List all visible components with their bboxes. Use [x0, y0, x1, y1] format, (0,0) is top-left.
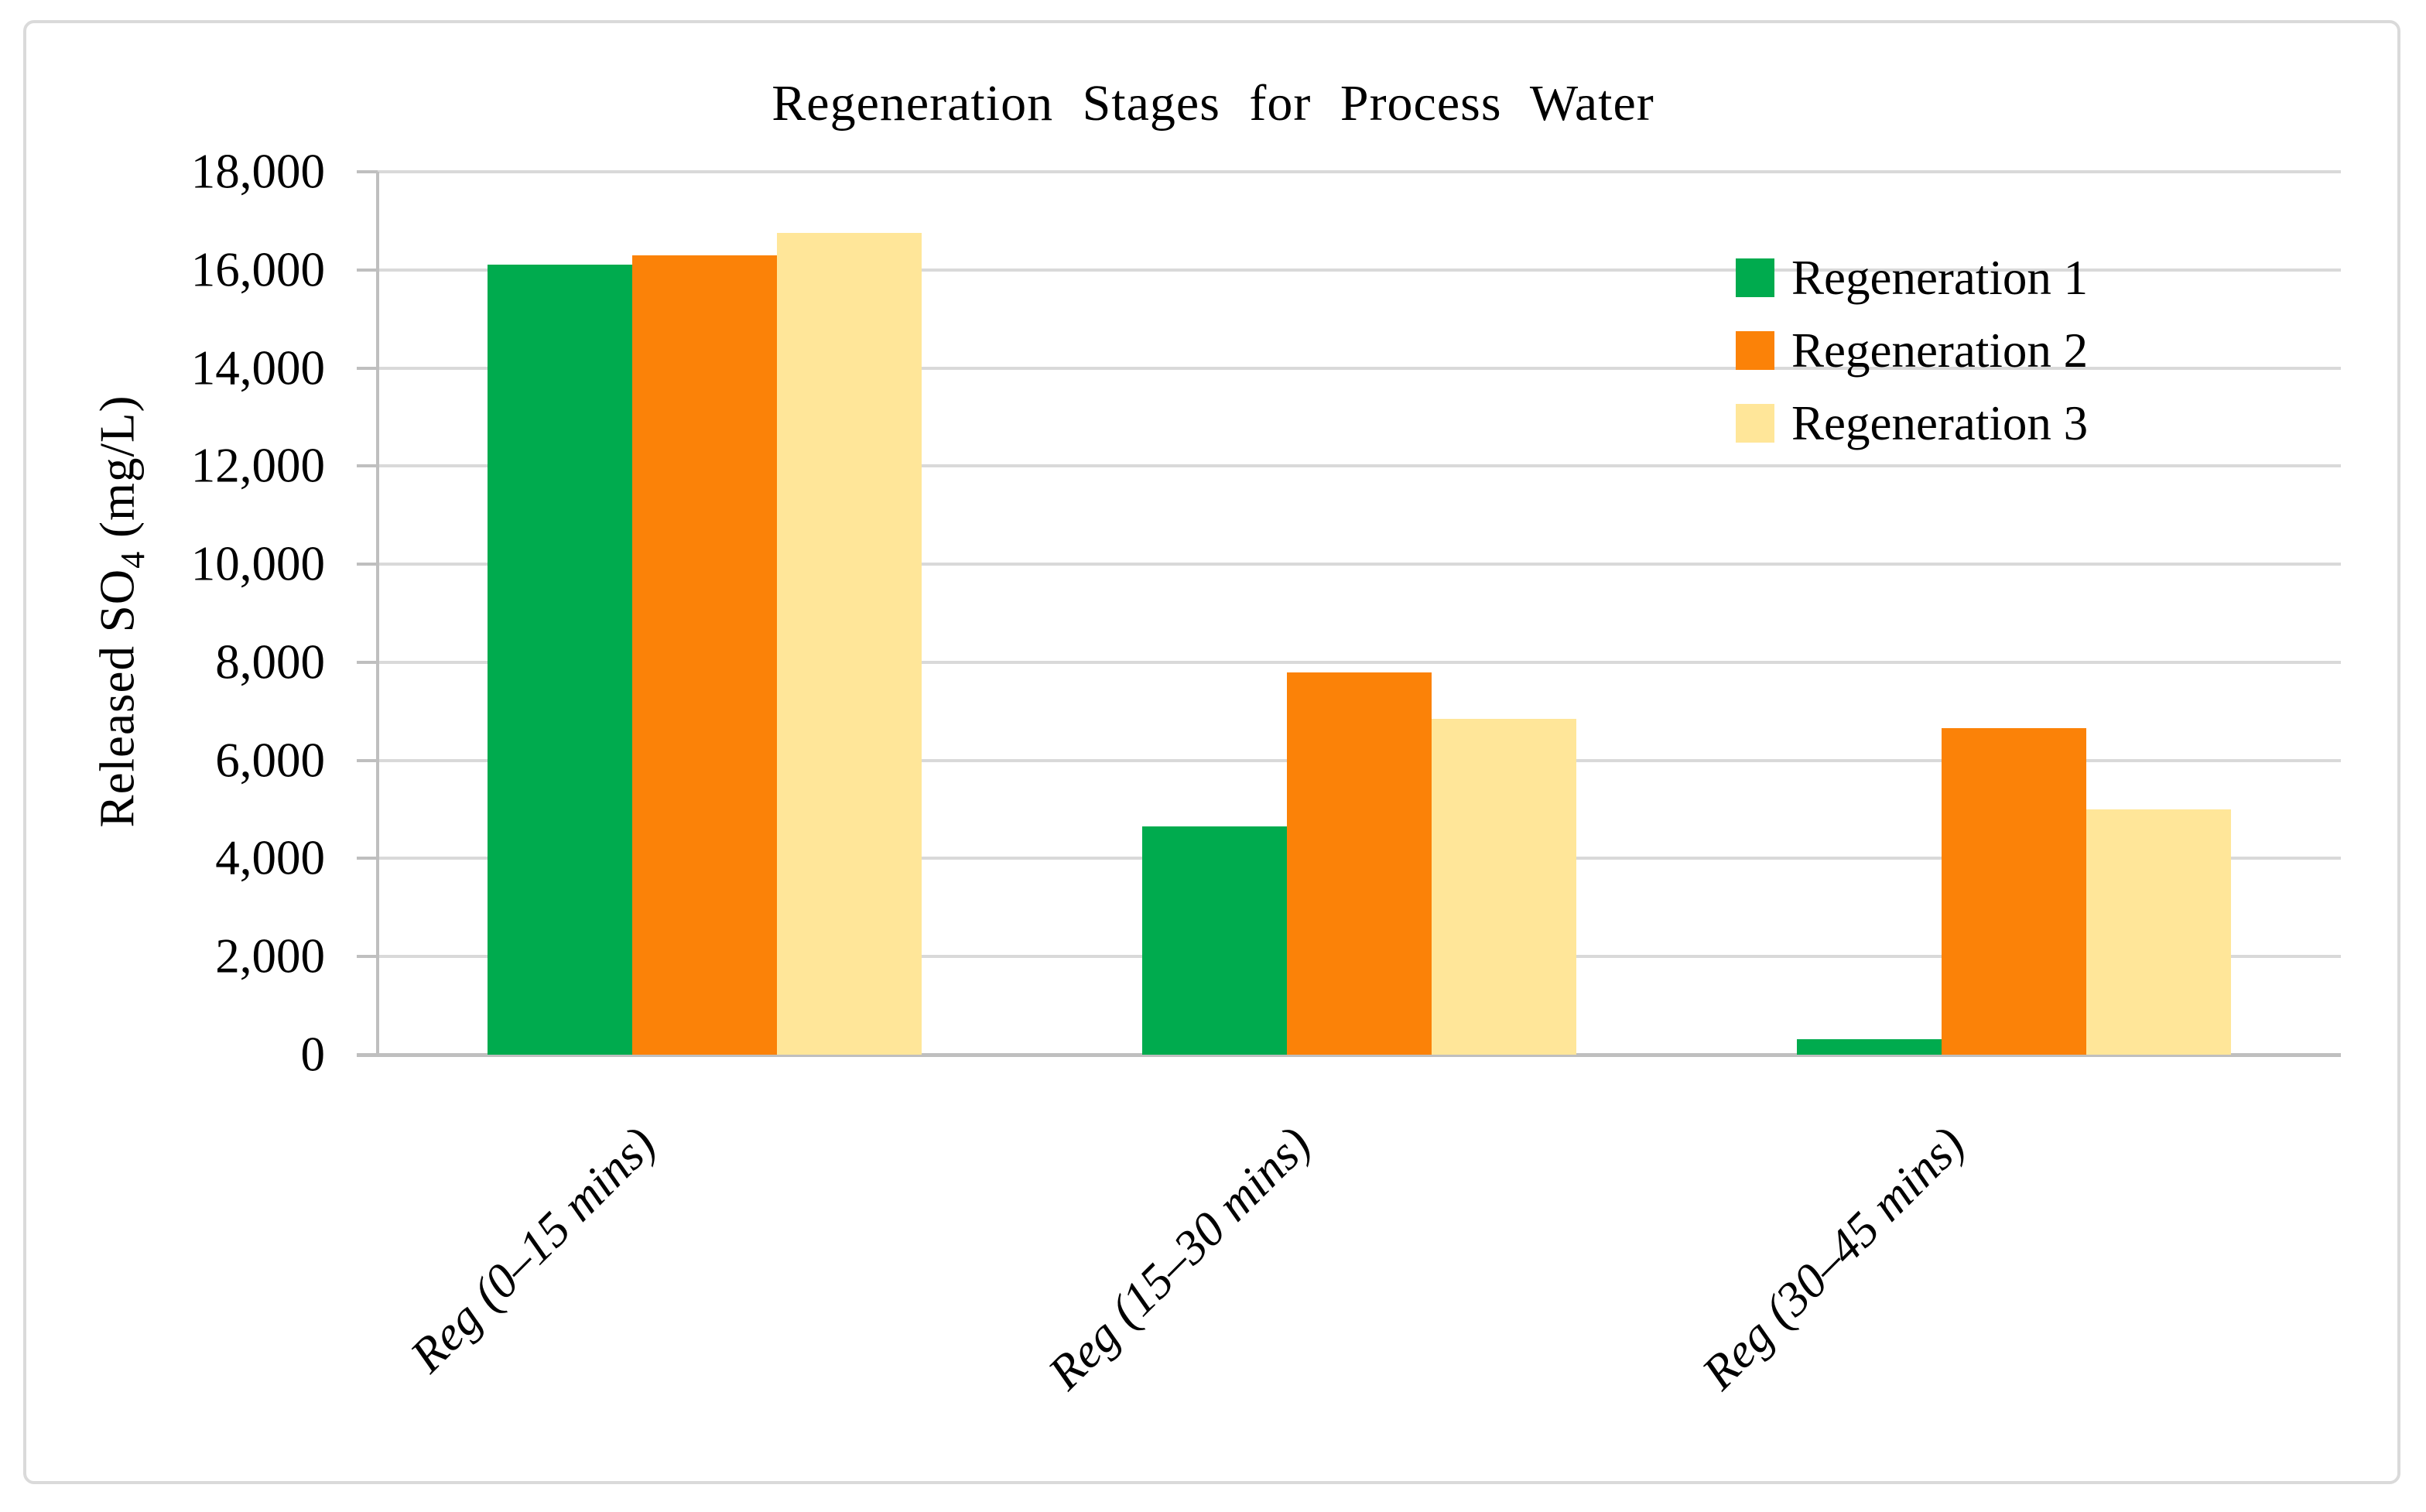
- y-tick-label-10,000: 10,000: [190, 536, 325, 591]
- legend-item-regeneration-1: Regeneration 1: [1736, 251, 2088, 305]
- gridline-18,000: [378, 170, 2341, 173]
- x-axis-line: [357, 1053, 2341, 1057]
- y-tick-label-12,000: 12,000: [190, 438, 325, 493]
- y-tick-label-16,000: 16,000: [190, 242, 325, 297]
- bar-regeneration-2-reg-30-45-mins: [1941, 728, 2086, 1055]
- bar-regeneration-2-reg-15-30-mins: [1287, 672, 1432, 1055]
- bar-regeneration-1-reg-30-45-mins: [1796, 1038, 1942, 1055]
- gridline-8,000: [378, 660, 2341, 664]
- bar-regeneration-1-reg-15-30-mins: [1142, 826, 1287, 1055]
- legend-item-regeneration-2: Regeneration 2: [1736, 323, 2088, 378]
- y-tick-2,000: [357, 955, 378, 959]
- x-label-reg-0-15-mins: Reg (0–15 mins): [400, 1116, 667, 1383]
- gridline-16,000: [378, 268, 2341, 272]
- y-tick-6,000: [357, 758, 378, 762]
- bar-regeneration-3-reg-0-15-mins: [777, 233, 922, 1055]
- legend-swatch-regeneration-1-icon: [1736, 258, 1774, 297]
- bar-regeneration-1-reg-0-15-mins: [488, 265, 633, 1055]
- y-tick-label-2,000: 2,000: [215, 929, 325, 983]
- y-tick-14,000: [357, 366, 378, 370]
- y-tick-label-18,000: 18,000: [190, 144, 325, 199]
- y-tick-16,000: [357, 268, 378, 272]
- y-tick-label-4,000: 4,000: [215, 830, 325, 885]
- gridline-10,000: [378, 563, 2341, 566]
- y-tick-4,000: [357, 857, 378, 860]
- bar-regeneration-3-reg-15-30-mins: [1432, 718, 1576, 1055]
- y-axis-line: [376, 172, 379, 1055]
- legend-swatch-regeneration-3-icon: [1736, 404, 1774, 443]
- x-label-reg-30-45-mins: Reg (30–45 mins): [1692, 1116, 1976, 1400]
- y-tick-label-6,000: 6,000: [215, 733, 325, 788]
- x-label-reg-15-30-mins: Reg (15–30 mins): [1037, 1116, 1321, 1400]
- bar-regeneration-3-reg-30-45-mins: [2086, 809, 2231, 1055]
- y-tick-18,000: [357, 170, 378, 173]
- y-tick-label-0: 0: [300, 1027, 326, 1082]
- gridline-12,000: [378, 464, 2341, 468]
- legend-swatch-regeneration-2-icon: [1736, 331, 1774, 370]
- legend-label-regeneration-3: Regeneration 3: [1791, 395, 2089, 450]
- legend-label-regeneration-1: Regeneration 1: [1791, 250, 2089, 305]
- legend-item-regeneration-3: Regeneration 3: [1736, 396, 2088, 450]
- chart-title: Regeneration Stages for Process Water: [772, 75, 1654, 132]
- bar-regeneration-2-reg-0-15-mins: [632, 255, 778, 1055]
- y-tick-10,000: [357, 563, 378, 566]
- y-tick-8,000: [357, 660, 378, 664]
- legend-label-regeneration-2: Regeneration 2: [1791, 323, 2089, 378]
- gridline-14,000: [378, 366, 2341, 370]
- legend: Regeneration 1 Regeneration 2 Regeneration…: [1736, 251, 2088, 469]
- y-tick-12,000: [357, 464, 378, 468]
- y-tick-label-14,000: 14,000: [190, 340, 325, 395]
- y-tick-label-8,000: 8,000: [215, 635, 325, 689]
